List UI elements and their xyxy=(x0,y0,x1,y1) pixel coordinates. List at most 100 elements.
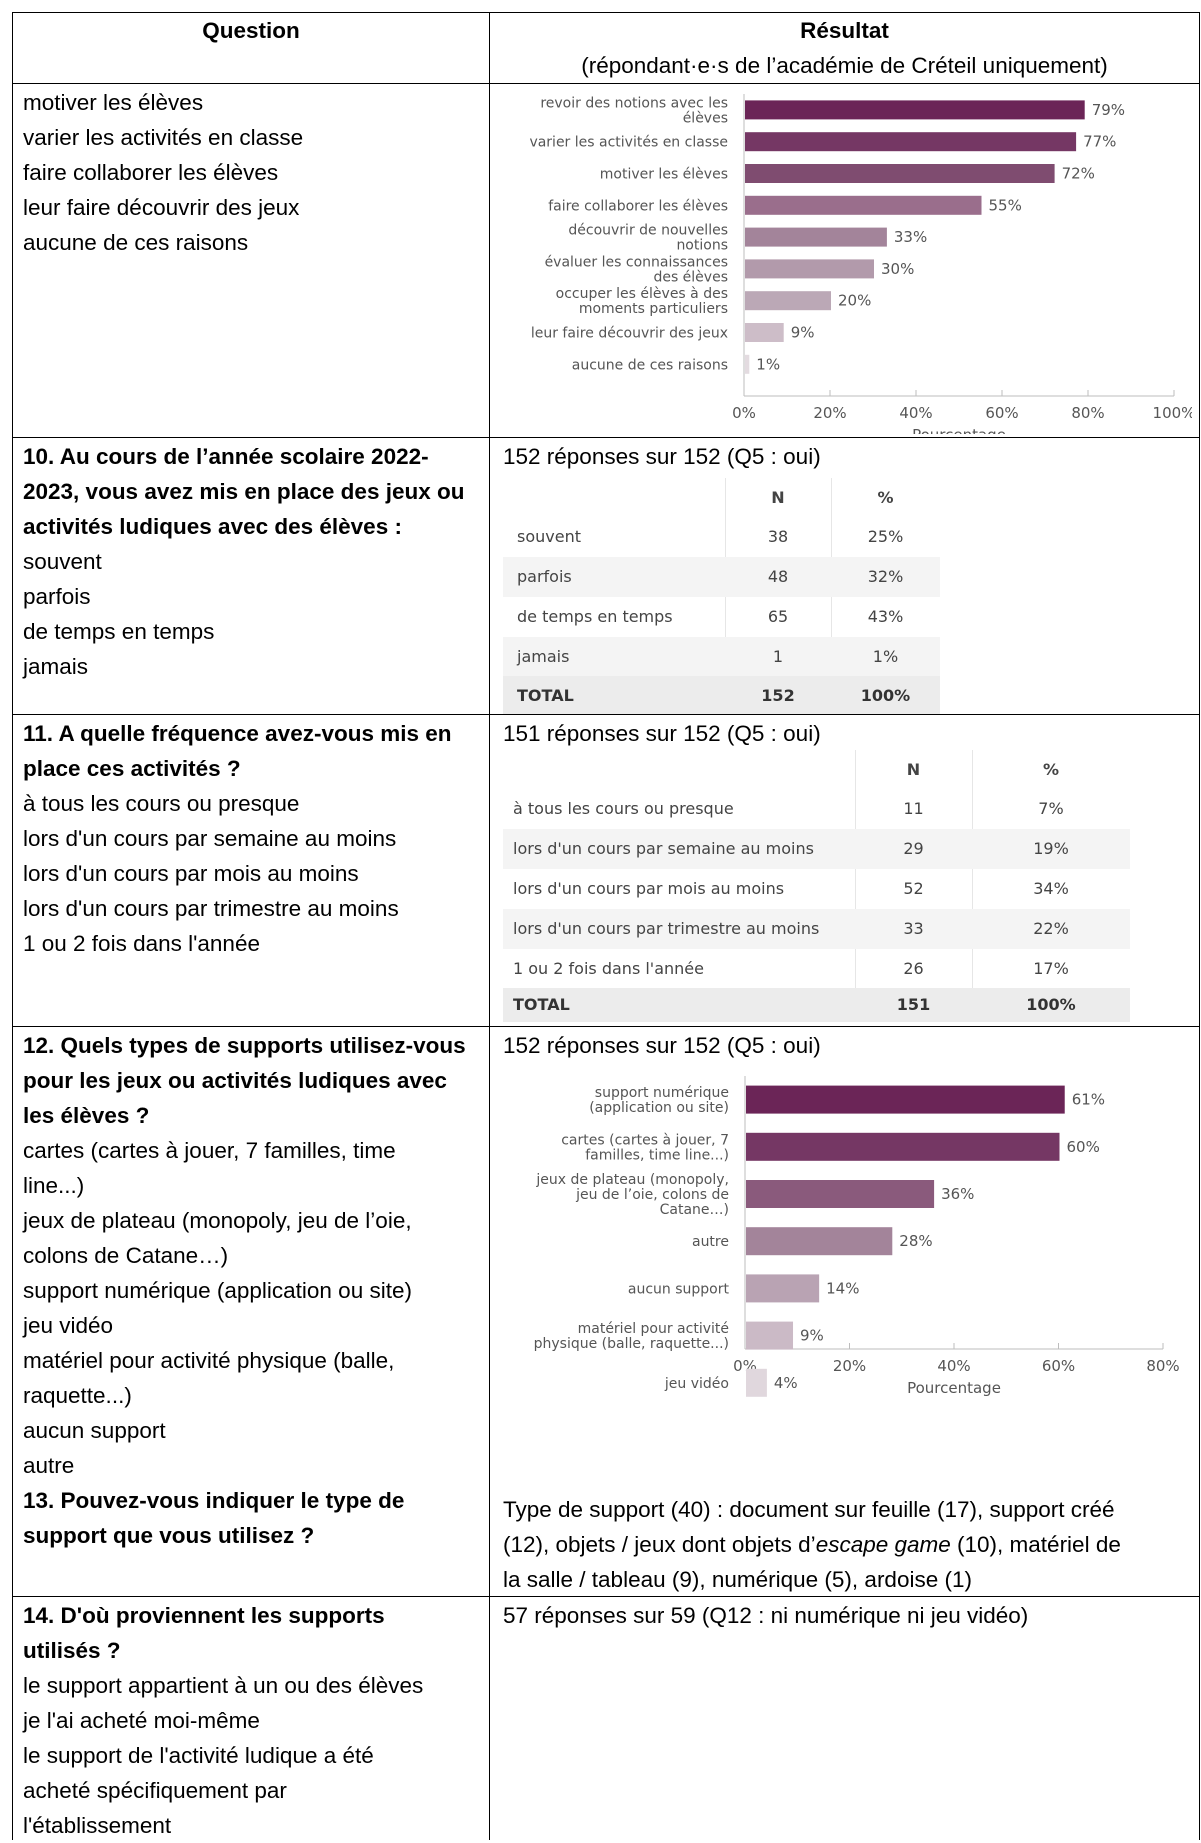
table-cell-label: lors d'un cours par semaine au moins xyxy=(513,839,814,858)
question-line: support que vous utilisez ? xyxy=(23,1523,315,1548)
row-divider xyxy=(12,83,1200,84)
x-tick-label: 20% xyxy=(813,404,846,422)
support-text-italic: escape game xyxy=(815,1532,951,1557)
table-cell-label: lors d'un cours par mois au moins xyxy=(513,879,785,898)
question-line: pour les jeux ou activités ludiques avec xyxy=(23,1068,447,1093)
table-row: lors d'un cours par trimestre au moins 3… xyxy=(503,909,1130,949)
bar xyxy=(745,259,874,279)
bar-value-label: 14% xyxy=(826,1279,859,1297)
category-label: familles, time line...) xyxy=(585,1147,729,1163)
table-row: parfois 48 32% xyxy=(503,557,940,597)
row4-responses: 152 réponses sur 152 (Q5 : oui) xyxy=(503,1027,1193,1063)
bar xyxy=(746,1085,1065,1114)
table-header-n: N xyxy=(771,488,785,507)
table-cell-n: 151 xyxy=(896,995,931,1014)
bar-value-label: 36% xyxy=(941,1185,974,1203)
bar-value-label: 20% xyxy=(838,292,871,310)
category-label: cartes (cartes à jouer, 7 xyxy=(561,1132,729,1148)
bar-value-label: 61% xyxy=(1072,1091,1105,1109)
bar-value-label: 33% xyxy=(894,228,927,246)
category-label: varier les activités en classe xyxy=(529,135,728,151)
category-label: des élèves xyxy=(653,269,728,285)
option-item: motiver les élèves xyxy=(23,90,204,115)
header-result-subtitle: (répondant·e·s de l’académie de Créteil … xyxy=(581,53,1108,78)
category-label: matériel pour activité xyxy=(578,1321,729,1337)
table-row: souvent 38 25% xyxy=(503,517,940,557)
table-cell-percent: 43% xyxy=(867,607,904,626)
table-cell-label: souvent xyxy=(517,527,581,546)
option-item: acheté spécifiquement par xyxy=(23,1778,287,1803)
category-label: jeu vidéo xyxy=(664,1376,729,1392)
category-label: aucun support xyxy=(628,1281,730,1297)
option-item: matériel pour activité physique (balle, xyxy=(23,1348,395,1373)
responses-count: 151 réponses sur 152 (Q5 : oui) xyxy=(503,721,821,746)
option-item: aucune de ces raisons xyxy=(23,230,249,255)
bar-value-label: 77% xyxy=(1083,133,1116,151)
bar xyxy=(746,1227,893,1256)
table-header-percent: % xyxy=(1042,760,1060,779)
x-tick-label: 100% xyxy=(1153,404,1192,422)
table-cell-percent: 17% xyxy=(1033,959,1069,978)
bar-value-label: 72% xyxy=(1062,165,1095,183)
header-question-label: Question xyxy=(202,18,300,43)
row2-responses: 152 réponses sur 152 (Q5 : oui) xyxy=(503,438,1193,474)
bar xyxy=(746,1274,820,1303)
option-item: lors d'un cours par mois au moins xyxy=(23,861,359,886)
bar xyxy=(745,291,831,311)
bar xyxy=(745,100,1085,120)
question-line: 13. Pouvez-vous indiquer le type de xyxy=(23,1488,405,1513)
table-cell-n: 11 xyxy=(903,799,924,818)
bar xyxy=(746,1132,1060,1161)
option-item: jamais xyxy=(23,654,89,679)
category-label: faire collaborer les élèves xyxy=(548,198,728,214)
category-label: jeu de l’oie, colons de xyxy=(575,1187,729,1203)
category-label: motiver les élèves xyxy=(600,167,728,183)
table-cell-n: 1 xyxy=(772,647,784,666)
responses-count: 57 réponses sur 59 (Q12 : ni numérique n… xyxy=(503,1603,1029,1628)
option-item: l'établissement xyxy=(23,1813,172,1838)
option-item: de temps en temps xyxy=(23,619,215,644)
table-header-percent: % xyxy=(877,488,894,507)
responses-count: 152 réponses sur 152 (Q5 : oui) xyxy=(503,1033,821,1058)
table-cell-label: 1 ou 2 fois dans l'année xyxy=(513,959,704,978)
option-item: à tous les cours ou presque xyxy=(23,791,300,816)
responses-count: 152 réponses sur 152 (Q5 : oui) xyxy=(503,444,821,469)
category-label: (application ou site) xyxy=(589,1100,729,1116)
question-line: 10. Au cours de l’année scolaire 2022- xyxy=(23,444,429,469)
bar-value-label: 9% xyxy=(800,1327,824,1345)
table-border-right xyxy=(1199,12,1200,1840)
bar-value-label: 1% xyxy=(756,355,780,373)
table-cell-percent: 1% xyxy=(872,647,899,666)
x-tick-label: 80% xyxy=(1146,1357,1179,1375)
x-axis-label: Pourcentage xyxy=(912,426,1006,434)
table-row: lors d'un cours par semaine au moins 29 … xyxy=(503,829,1130,869)
question-line: 12. Quels types de supports utilisez-vou… xyxy=(23,1033,466,1058)
question-line: 2023, vous avez mis en place des jeux ou xyxy=(23,479,465,504)
row-divider xyxy=(12,437,1200,438)
support-text-line: (12), objets / jeux dont objets d’escape… xyxy=(503,1527,1193,1562)
option-item: colons de Catane…) xyxy=(23,1243,229,1268)
table-cell-percent: 34% xyxy=(1033,879,1069,898)
table-cell-label: TOTAL xyxy=(517,686,574,705)
category-label: jeux de plateau (monopoly, xyxy=(535,1172,729,1188)
table-row: de temps en temps 65 43% xyxy=(503,597,940,637)
x-axis-label: Pourcentage xyxy=(907,1379,1001,1397)
table-header-row: N % xyxy=(503,478,940,518)
bar-value-label: 55% xyxy=(989,196,1022,214)
table-cell-percent: 22% xyxy=(1033,919,1069,938)
x-tick-label: 20% xyxy=(833,1357,866,1375)
question-line: 11. A quelle fréquence avez-vous mis en xyxy=(23,721,452,746)
table-row: jamais 1 1% xyxy=(503,637,940,677)
table-cell-n: 52 xyxy=(903,879,924,898)
bar xyxy=(745,323,784,342)
table-border-top xyxy=(12,12,1200,13)
option-item: jeu vidéo xyxy=(23,1313,114,1338)
header-question: Question xyxy=(13,12,489,48)
x-tick-label: 40% xyxy=(937,1357,970,1375)
frequency-table-1: N % souvent 38 25% parfois 48 32% de tem… xyxy=(503,478,940,714)
question-line: utilisés ? xyxy=(23,1638,121,1663)
table-row: lors d'un cours par mois au moins 52 34% xyxy=(503,869,1130,909)
bar-value-label: 4% xyxy=(774,1374,798,1392)
support-text-line: la salle / tableau (9), numérique (5), a… xyxy=(503,1567,972,1592)
table-row: 1 ou 2 fois dans l'année 26 17% xyxy=(503,949,1130,989)
